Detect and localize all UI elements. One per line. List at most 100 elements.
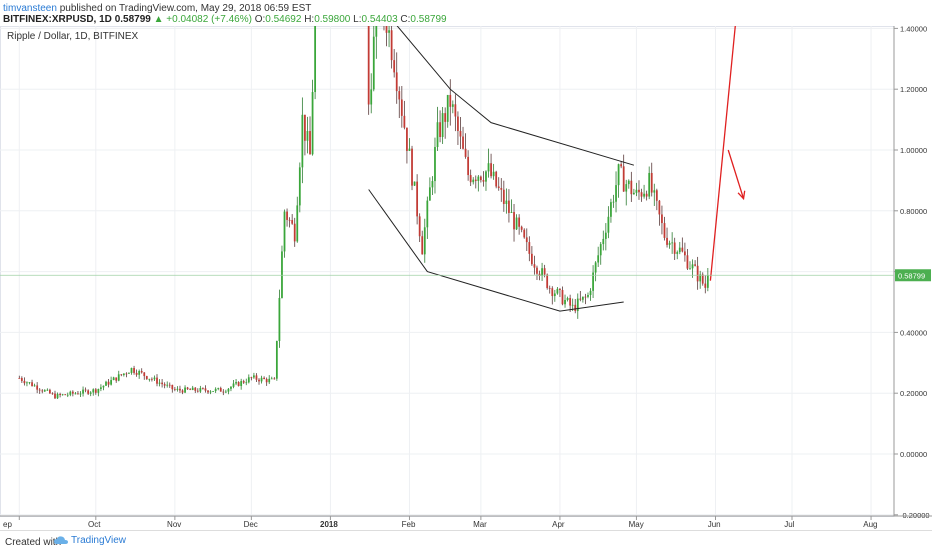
candle-body [23,380,26,384]
candle [513,204,515,242]
candle-body [184,387,186,393]
candle [263,376,266,380]
candle [666,227,668,248]
candle-body [599,244,602,256]
candle [293,217,296,247]
candle-body [556,288,559,294]
lower-trendline [368,189,624,312]
candle-body [395,72,398,92]
candle [163,382,166,389]
candle-body [219,388,222,392]
candle [128,372,130,374]
candle [610,198,612,223]
candle-body [615,185,617,202]
candle [87,389,90,396]
candle-body [385,26,388,33]
candle [125,372,128,378]
last-price-label-bg [895,269,931,282]
published-text: published on TradingView.com, May 29, 20… [59,3,312,14]
candle-body [128,372,130,374]
price-chart[interactable]: -0.200000.000000.200000.400000.600000.80… [0,26,932,530]
candle [553,289,556,302]
drawings-layer[interactable] [356,26,774,312]
candle-body [699,274,702,282]
candle-body [179,388,181,391]
candle [385,26,388,47]
candle-body [533,264,536,268]
candle [648,166,651,200]
candle [548,285,551,294]
y-tick-label: -0.20000 [900,511,930,520]
tradingview-logo[interactable]: TradingView [54,535,126,546]
candle-body [581,296,584,300]
candle-body [66,394,69,396]
candle [186,386,189,390]
candle [625,179,628,206]
candle [79,391,82,398]
candle [166,381,169,388]
candle-body [390,30,393,61]
candle-body [130,367,133,373]
candle-body [474,179,477,182]
candle [232,380,235,389]
candle [173,386,176,392]
candle-body [441,113,444,137]
candle [286,208,288,227]
candle [418,213,421,242]
candle [617,163,620,198]
candle [393,49,396,78]
candle [237,381,240,387]
candle-body [431,181,434,188]
candle-body [46,389,49,391]
candle [587,292,589,299]
candle-body [74,393,77,395]
candle [597,246,600,267]
candle-body [610,202,612,217]
candle [446,94,449,128]
candle-body [655,190,658,201]
candle-body [120,374,123,376]
candle-body [561,289,564,305]
candle-body [696,265,699,282]
candle-body [398,91,401,100]
candle [100,384,102,392]
candle [26,381,28,387]
candle-body [291,220,294,224]
candle-body [482,180,485,182]
author-link[interactable]: timvansteen [3,3,57,14]
high-value: 0.59800 [314,14,351,25]
candle [199,385,202,393]
candle [467,150,470,181]
candle [528,236,531,262]
candle [46,388,49,391]
candle [120,374,123,377]
candle [561,286,564,306]
candle [253,372,255,379]
candle-body [296,205,299,242]
open-value: 0.54692 [265,14,302,25]
candle-body [370,89,373,105]
candle [523,228,526,239]
candle-body [293,223,296,242]
candle [482,171,485,187]
candle-body [617,164,620,186]
candle [676,250,679,260]
candle [296,196,299,243]
candle [423,218,426,263]
candle-body [518,217,521,227]
candle [235,379,237,386]
candle [242,379,245,384]
candle-body [255,375,258,380]
candle [681,237,684,253]
candle-body [148,378,151,380]
candle-body [548,288,551,289]
candle-body [627,180,630,185]
candle-body [253,375,255,378]
candle [416,174,419,225]
candle-body [502,189,505,205]
candle [227,387,230,395]
candle [444,107,447,139]
candle [462,126,464,150]
candle [54,390,56,400]
candle [658,199,661,226]
